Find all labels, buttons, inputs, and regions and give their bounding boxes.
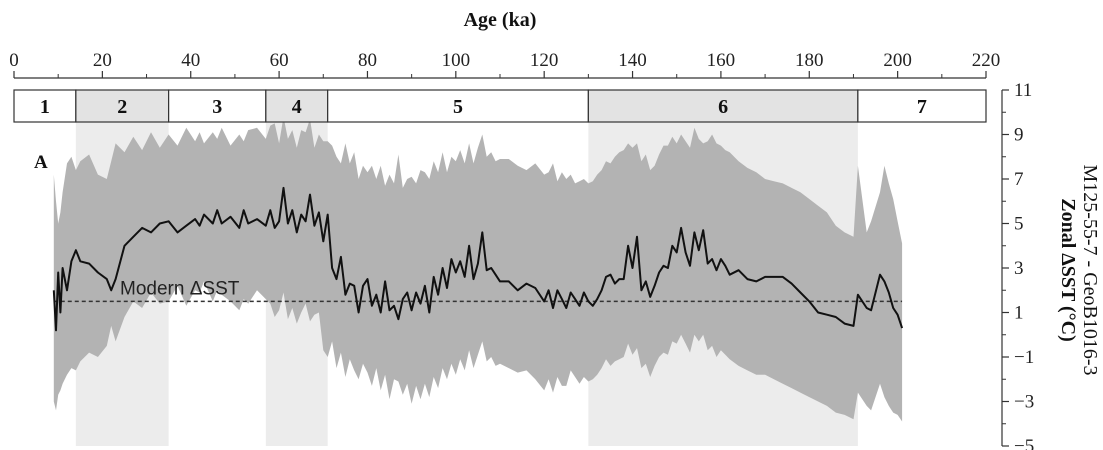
y-tick-label: 11 [1014, 80, 1032, 101]
x-tick-label: 0 [9, 50, 19, 71]
y-axis-title: Zonal ΔSST (°C) M125-55-7 - GeoB1016-3 [1057, 164, 1101, 375]
stage-box-4 [265, 89, 329, 123]
stage-label-7: 7 [917, 96, 927, 118]
modern-sst-label: Modern ΔSST [120, 278, 240, 299]
y-tick-label: −5 [1014, 436, 1034, 450]
stage-label-2: 2 [117, 96, 127, 118]
stage-box-2 [75, 89, 170, 123]
panel-label: A [34, 152, 48, 173]
y-tick-label: −1 [1014, 347, 1034, 368]
y-tick-label: 7 [1014, 169, 1024, 190]
x-axis: 0 20 40 60 80 100 120 140 160 180 200 220 [9, 50, 1001, 79]
x-tick-label: 180 [795, 50, 824, 71]
stage-label-3: 3 [212, 96, 222, 118]
y-axis: −5 −3 −1 1 3 5 7 9 11 [1001, 80, 1034, 450]
uncertainty-band-layer [53, 116, 903, 422]
x-tick-label: 140 [618, 50, 647, 71]
uncertainty-band [53, 116, 903, 422]
y-axis-title-line1: Zonal ΔSST (°C) [1057, 198, 1079, 342]
x-axis-title: Age (ka) [464, 9, 537, 31]
stage-label-6: 6 [718, 96, 728, 118]
stage-box-1 [13, 89, 77, 123]
stage-label-5: 5 [453, 96, 463, 118]
y-tick-label: −3 [1014, 392, 1034, 413]
x-tick-label: 100 [442, 50, 471, 71]
x-tick-label: 160 [707, 50, 736, 71]
stage-box-3 [168, 89, 267, 123]
stage-label-1: 1 [40, 96, 50, 118]
y-axis-title-line2: M125-55-7 - GeoB1016-3 [1079, 164, 1101, 375]
stage-bar: 1 2 3 4 5 6 7 [13, 89, 987, 123]
x-tick-label: 20 [93, 50, 112, 71]
x-tick-label: 80 [358, 50, 377, 71]
sst-series-line [52, 186, 904, 332]
x-tick-label: 120 [530, 50, 559, 71]
y-tick-label: 1 [1014, 303, 1024, 324]
y-tick-label: 5 [1014, 214, 1024, 235]
stage-label-4: 4 [292, 96, 302, 118]
x-tick-label: 40 [181, 50, 200, 71]
x-tick-label: 220 [972, 50, 1001, 71]
stage-box-6 [587, 89, 859, 123]
x-tick-label: 200 [883, 50, 912, 71]
y-tick-label: 3 [1014, 258, 1024, 279]
stage-box-7 [857, 89, 987, 123]
y-tick-label: 9 [1014, 125, 1024, 146]
x-tick-label: 60 [270, 50, 289, 71]
